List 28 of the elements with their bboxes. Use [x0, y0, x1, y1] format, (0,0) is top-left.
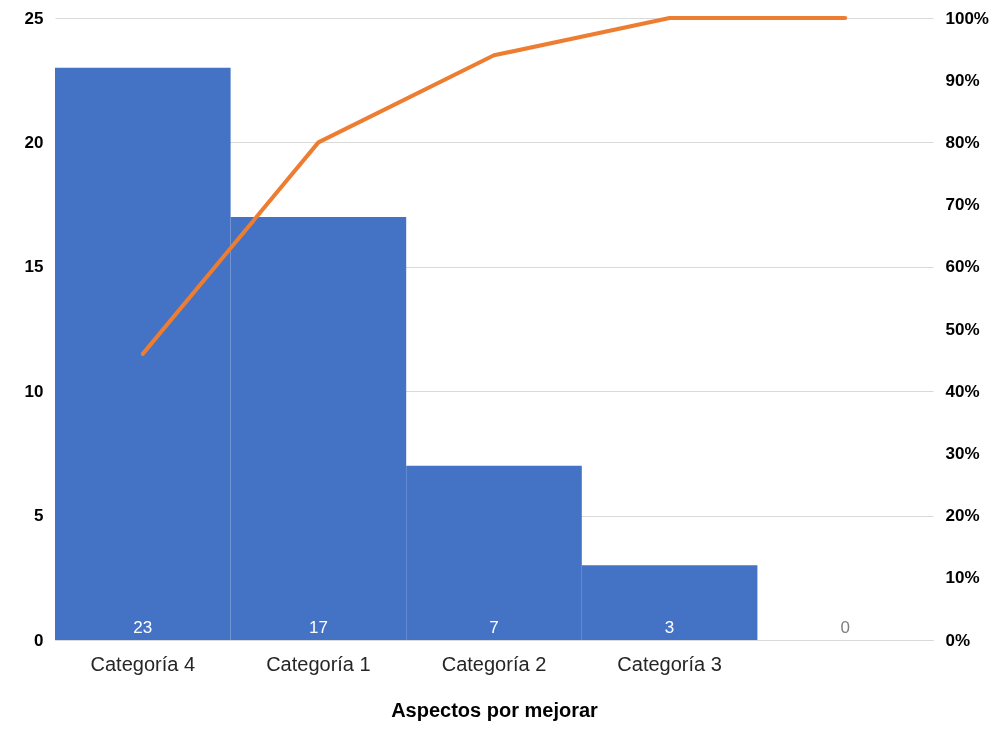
data-label: 3 — [664, 618, 675, 637]
data-label: 0 — [840, 618, 850, 637]
y-tick-label: 5 — [34, 506, 44, 526]
y2-tick-label: 60% — [945, 257, 980, 277]
y2-tick-label: 10% — [945, 568, 980, 588]
x-tick-label: Categoría 4 — [90, 652, 196, 675]
line-series — [140, 16, 848, 356]
x-tick-label: Categoría 2 — [441, 652, 547, 675]
y-tick-label: 20 — [24, 132, 44, 152]
data-label: 17 — [308, 618, 328, 637]
x-tick-label: Categoría 3 — [617, 652, 722, 675]
y2-tick-label: 30% — [945, 443, 980, 463]
y-tick-label: 15 — [24, 257, 44, 277]
y2-tick-label: 20% — [945, 506, 980, 526]
y-tick-label: 10 — [24, 381, 44, 401]
x-axis-title: Aspectos por mejorar — [391, 698, 599, 721]
y-tick-label: 25 — [24, 8, 44, 28]
data-label: 23 — [133, 618, 153, 637]
y2-tick-label: 40% — [945, 381, 980, 401]
y2-tick-label: 80% — [945, 132, 980, 152]
y2-tick-label: 100% — [945, 8, 989, 28]
y2-tick-label: 50% — [945, 319, 980, 339]
x-tick-label: Categoría 1 — [266, 652, 371, 675]
y2-tick-label: 90% — [945, 70, 980, 90]
data-label: 7 — [489, 618, 499, 637]
y-tick-label: 0 — [34, 630, 44, 650]
y2-tick-label: 70% — [945, 195, 980, 215]
y2-tick-label: 0% — [945, 630, 971, 650]
